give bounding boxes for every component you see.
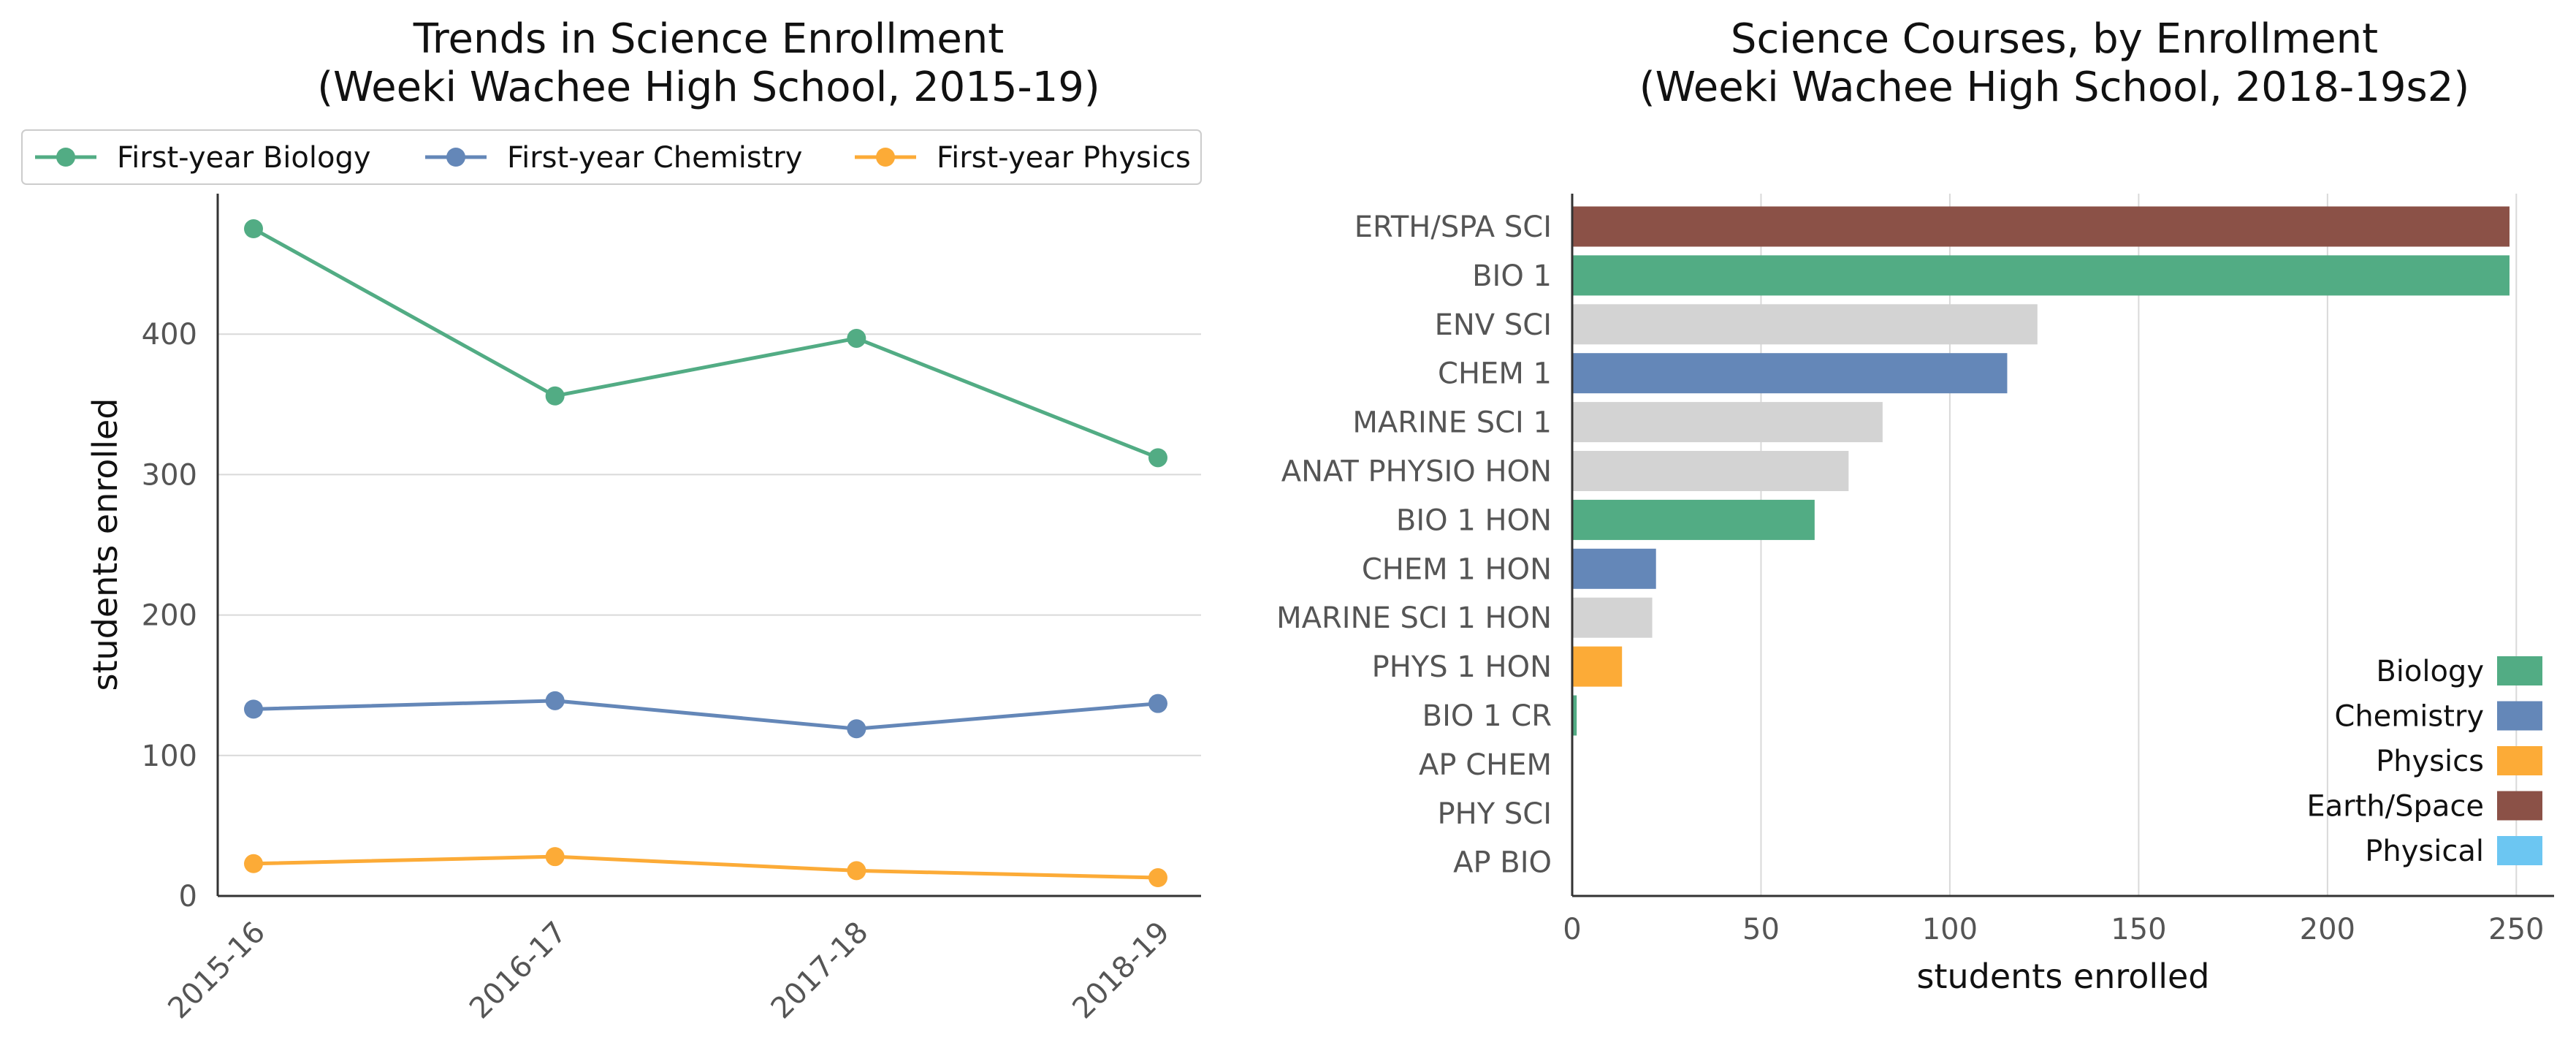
data-point-biology bbox=[545, 386, 565, 406]
bar-chart-subtitle: (Weeki Wachee High School, 2018-19s2) bbox=[1639, 64, 2469, 111]
line-chart: Trends in Science Enrollment (Weeki Wach… bbox=[21, 15, 1202, 1026]
data-point-physics bbox=[847, 861, 866, 881]
bar bbox=[1573, 597, 1653, 638]
line-chart-legend: First-year Biology First-year Chemistry Fi… bbox=[21, 129, 1202, 185]
data-point-chemistry bbox=[1148, 694, 1167, 713]
bar-chart-category-label: MARINE SCI 1 HON bbox=[1276, 601, 1552, 635]
line-chart-y-axis-label: students enrolled bbox=[85, 398, 125, 691]
bar-chart: Science Courses, by Enrollment (Weeki Wa… bbox=[1276, 15, 2554, 996]
bar-chart-x-tick-label: 250 bbox=[2488, 913, 2544, 946]
bar-chart-x-ticks: 0 50 100 150 200 250 bbox=[1563, 913, 2544, 946]
bar-chart-x-tick-label: 0 bbox=[1563, 913, 1581, 946]
data-point-biology bbox=[244, 219, 263, 239]
legend-label: First-year Chemistry bbox=[507, 141, 802, 175]
data-point-physics bbox=[1148, 868, 1167, 888]
legend-swatch-biology bbox=[2497, 656, 2542, 685]
bar bbox=[1573, 402, 1883, 443]
bar-chart-x-tick-label: 150 bbox=[2111, 913, 2166, 946]
bar-chart-bars bbox=[1573, 206, 2510, 736]
line-chart-axes bbox=[216, 194, 1201, 897]
line-chart-legend-box bbox=[21, 129, 1202, 185]
line-chart-y-tick-label: 100 bbox=[142, 740, 197, 773]
line-chart-x-tick-label: 2017-18 bbox=[765, 916, 875, 1026]
bar bbox=[1573, 548, 1656, 589]
bar-chart-category-label: ANAT PHYSIO HON bbox=[1281, 455, 1552, 489]
bar-chart-category-label: AP CHEM bbox=[1419, 748, 1552, 782]
bar-chart-category-label: ERTH/SPA SCI bbox=[1354, 210, 1552, 244]
legend-swatch-physics bbox=[2497, 746, 2542, 775]
legend-label: First-year Physics bbox=[937, 141, 1191, 175]
line-chart-subtitle: (Weeki Wachee High School, 2015-19) bbox=[317, 64, 1100, 111]
legend-label: Earth/Space bbox=[2306, 790, 2484, 824]
line-chart-gridlines bbox=[218, 333, 1201, 756]
line-chart-x-tick-label: 2016-17 bbox=[463, 916, 573, 1026]
legend-marker-physics bbox=[876, 148, 895, 167]
bar-chart-x-tick-label: 100 bbox=[1922, 913, 1978, 946]
bar bbox=[1573, 206, 2510, 247]
bar-chart-legend: Biology Chemistry Physics Earth/Space Physic… bbox=[2306, 655, 2542, 868]
bar-chart-category-label: PHYS 1 HON bbox=[1372, 650, 1552, 684]
line-chart-y-tick-label: 200 bbox=[142, 599, 197, 633]
legend-label: Biology bbox=[2376, 655, 2484, 688]
data-point-physics bbox=[545, 847, 565, 867]
bar-chart-x-tick-label: 200 bbox=[2300, 913, 2355, 946]
data-point-physics bbox=[244, 854, 263, 873]
bar-chart-title: Science Courses, by Enrollment bbox=[1731, 15, 2378, 63]
bar-chart-category-labels: ERTH/SPA SCI BIO 1 ENV SCI CHEM 1 MARINE SCI… bbox=[1276, 210, 1552, 880]
line-chart-y-tick-label: 400 bbox=[142, 318, 197, 352]
legend-label: First-year Biology bbox=[117, 141, 371, 175]
bar-chart-category-label: AP BIO bbox=[1453, 846, 1552, 880]
bar-chart-axes bbox=[1571, 194, 2554, 897]
line-chart-y-tick-label: 300 bbox=[142, 458, 197, 492]
data-point-biology bbox=[847, 328, 866, 348]
legend-marker-biology bbox=[56, 148, 75, 167]
line-chart-legend-items: First-year Biology First-year Chemistry Fi… bbox=[35, 141, 1191, 175]
bar-chart-category-label: CHEM 1 HON bbox=[1362, 552, 1552, 586]
bar bbox=[1573, 255, 2510, 296]
line-chart-x-tick-label: 2015-16 bbox=[161, 916, 272, 1026]
legend-label: Chemistry bbox=[2334, 700, 2484, 734]
line-chart-x-tick-label: 2018-19 bbox=[1066, 916, 1176, 1026]
bar-chart-category-label: BIO 1 HON bbox=[1396, 504, 1552, 537]
data-point-chemistry bbox=[545, 691, 565, 710]
bar-chart-category-label: MARINE SCI 1 bbox=[1352, 406, 1552, 440]
bar bbox=[1573, 304, 2038, 345]
line-chart-x-ticks: 2015-16 2016-17 2017-18 2018-19 bbox=[161, 916, 1176, 1026]
data-point-chemistry bbox=[244, 699, 263, 719]
line-chart-title: Trends in Science Enrollment bbox=[413, 15, 1004, 63]
bar bbox=[1573, 646, 1623, 687]
series-line-biology bbox=[252, 227, 1159, 460]
series-line-chemistry bbox=[253, 699, 1159, 731]
legend-label: Physical bbox=[2365, 835, 2484, 868]
data-point-chemistry bbox=[847, 719, 866, 739]
bar-chart-x-axis-label: students enrolled bbox=[1917, 957, 2210, 996]
bar-chart-category-label: ENV SCI bbox=[1435, 308, 1552, 342]
line-chart-y-ticks: 0 100 200 300 400 bbox=[142, 318, 197, 913]
legend-swatch-physical bbox=[2497, 836, 2542, 865]
legend-swatch-chemistry bbox=[2497, 701, 2542, 731]
bar bbox=[1573, 353, 2008, 394]
legend-swatch-earth_space bbox=[2497, 791, 2542, 821]
bar-chart-category-label: BIO 1 CR bbox=[1422, 699, 1552, 733]
bar bbox=[1573, 499, 1815, 540]
bar bbox=[1573, 695, 1577, 736]
legend-label: Physics bbox=[2376, 745, 2484, 778]
bar-chart-category-label: PHY SCI bbox=[1438, 797, 1552, 831]
bar-chart-category-label: BIO 1 bbox=[1472, 259, 1552, 293]
line-chart-y-tick-label: 0 bbox=[179, 880, 197, 913]
bar bbox=[1573, 451, 1849, 491]
line-chart-series bbox=[244, 219, 1167, 888]
data-point-biology bbox=[1148, 448, 1167, 468]
bar-chart-x-tick-label: 50 bbox=[1742, 913, 1780, 946]
legend-marker-chemistry bbox=[446, 148, 465, 167]
series-line-physics bbox=[253, 854, 1159, 880]
bar-chart-category-label: CHEM 1 bbox=[1438, 357, 1552, 391]
